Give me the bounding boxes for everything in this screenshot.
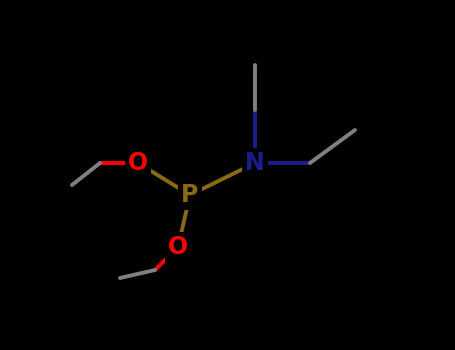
Text: O: O (168, 235, 188, 259)
Text: N: N (245, 151, 265, 175)
Text: P: P (181, 183, 199, 207)
Text: O: O (128, 151, 148, 175)
